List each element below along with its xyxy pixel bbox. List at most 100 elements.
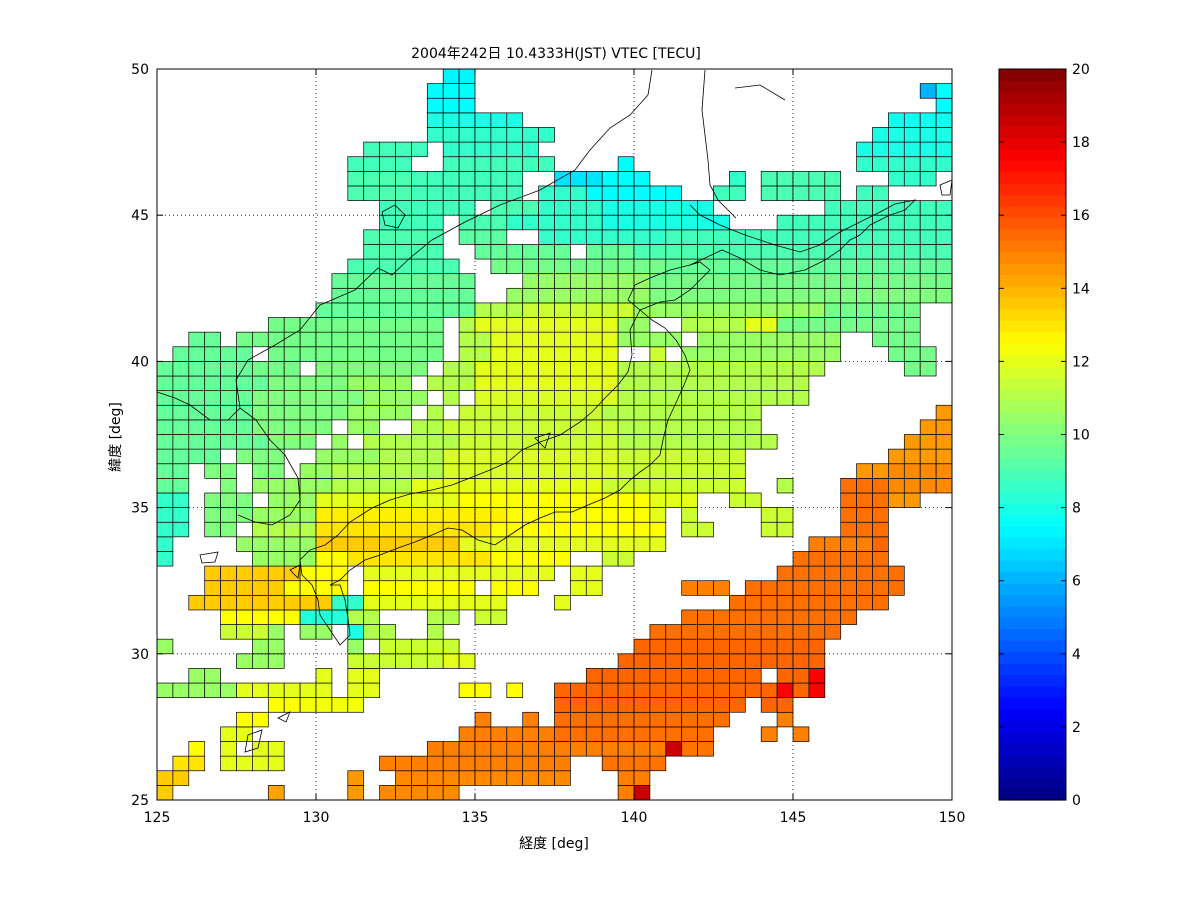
vtec-cell xyxy=(379,170,396,187)
vtec-cell xyxy=(506,258,524,275)
vtec-cell xyxy=(220,361,237,377)
colorbar-tick-label: 6 xyxy=(1072,574,1081,590)
vtec-cell xyxy=(506,346,524,362)
vtec-cell xyxy=(363,594,380,611)
vtec-cell xyxy=(315,565,333,582)
vtec-cell xyxy=(283,507,301,523)
vtec-cell xyxy=(585,478,603,494)
vtec-cell xyxy=(570,682,587,699)
vtec-cell xyxy=(458,331,476,348)
vtec-cell xyxy=(236,653,253,669)
vtec-cell xyxy=(538,156,555,172)
vtec-cell xyxy=(442,112,460,128)
vtec-cell xyxy=(315,317,333,333)
vtec-cell xyxy=(474,361,492,377)
x-tick-label: 140 xyxy=(621,810,648,826)
vtec-cell xyxy=(744,331,762,348)
vtec-cell xyxy=(585,448,603,465)
vtec-cell xyxy=(236,361,253,377)
vtec-cell xyxy=(522,521,539,538)
vtec-cell xyxy=(538,273,555,289)
vtec-cell xyxy=(331,609,349,625)
vtec-cell xyxy=(506,244,524,260)
vtec-cell xyxy=(665,682,683,699)
vtec-cell xyxy=(426,580,444,596)
vtec-cell xyxy=(888,346,905,362)
vtec-cell xyxy=(665,492,683,508)
vtec-cell xyxy=(570,478,587,494)
vtec-cell xyxy=(713,638,730,655)
vtec-cell xyxy=(188,346,206,362)
vtec-cell xyxy=(617,273,635,289)
vtec-cell xyxy=(363,448,380,465)
colorbar-swatch xyxy=(999,662,1066,675)
vtec-cell xyxy=(617,770,635,786)
vtec-cell xyxy=(283,434,301,450)
vtec-cell xyxy=(744,594,762,611)
vtec-cell xyxy=(713,258,730,275)
vtec-cell xyxy=(315,375,333,391)
vtec-cell xyxy=(585,726,603,742)
vtec-cell xyxy=(633,682,651,699)
vtec-cell xyxy=(792,346,810,362)
vtec-cell xyxy=(729,594,746,611)
vtec-cell xyxy=(919,244,937,260)
vtec-cell xyxy=(744,244,762,260)
vtec-cell xyxy=(808,317,826,333)
vtec-cell xyxy=(315,521,333,538)
vtec-cell xyxy=(585,331,603,348)
vtec-cell xyxy=(681,200,698,216)
vtec-cell xyxy=(267,419,285,435)
vtec-cell xyxy=(252,580,269,596)
vtec-cell xyxy=(490,331,508,348)
vtec-cell xyxy=(681,214,698,231)
vtec-cell xyxy=(379,156,396,172)
vtec-cell xyxy=(824,609,842,625)
y-tick-label: 45 xyxy=(131,208,149,224)
vtec-cell xyxy=(665,258,683,275)
vtec-cell xyxy=(617,170,635,187)
vtec-cell xyxy=(665,741,683,757)
vtec-cell xyxy=(490,185,508,201)
vtec-cell xyxy=(585,463,603,479)
vtec-cell xyxy=(713,390,730,406)
vtec-cell xyxy=(888,229,905,245)
vtec-cell xyxy=(729,463,746,479)
vtec-cell xyxy=(315,478,333,494)
vtec-cell xyxy=(570,346,587,362)
vtec-cell xyxy=(665,653,683,669)
vtec-cell xyxy=(522,478,539,494)
vtec-cell xyxy=(474,741,492,757)
vtec-cell xyxy=(554,682,571,699)
vtec-cell xyxy=(872,463,889,479)
vtec-cell xyxy=(188,682,206,699)
vtec-cell xyxy=(522,770,539,786)
vtec-cell xyxy=(411,448,428,465)
vtec-cell xyxy=(919,478,937,494)
vtec-cell xyxy=(888,478,905,494)
vtec-cell xyxy=(267,653,285,669)
vtec-cell xyxy=(919,258,937,275)
vtec-cell xyxy=(426,755,444,772)
vtec-cell xyxy=(395,258,412,275)
vtec-cell xyxy=(697,434,714,450)
vtec-cell xyxy=(458,434,476,450)
vtec-cell xyxy=(426,536,444,552)
vtec-cell xyxy=(395,273,412,289)
vtec-cell xyxy=(744,273,762,289)
vtec-cell xyxy=(267,565,285,582)
vtec-cell xyxy=(649,214,667,231)
vtec-cell xyxy=(458,302,476,318)
vtec-cell xyxy=(713,463,730,479)
vtec-cell xyxy=(617,390,635,406)
vtec-cell xyxy=(347,682,365,699)
vtec-cell xyxy=(522,361,539,377)
vtec-cell xyxy=(442,302,460,318)
vtec-cell xyxy=(808,287,826,304)
vtec-cell xyxy=(713,697,730,713)
vtec-cell xyxy=(617,419,635,435)
vtec-cell xyxy=(570,492,587,508)
vtec-cell xyxy=(760,258,778,275)
vtec-cell xyxy=(458,346,476,362)
vtec-cell xyxy=(395,565,412,582)
